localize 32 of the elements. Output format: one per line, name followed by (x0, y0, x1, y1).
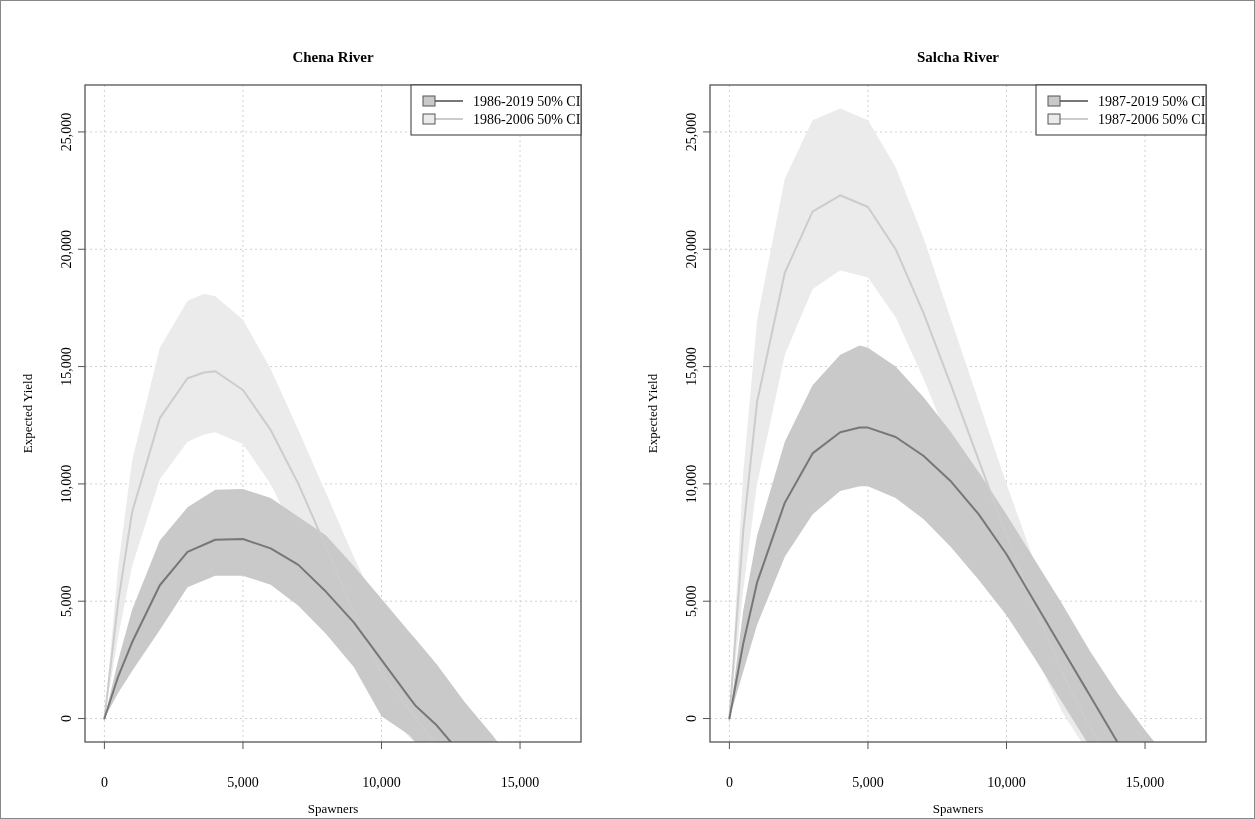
y-tick-label: 10,000 (684, 464, 699, 504)
y-tick-label: 25,000 (684, 112, 699, 152)
x-tick-label: 15,000 (500, 775, 540, 790)
line-series (728, 426, 1119, 742)
legend-label: 1987-2006 50% CI (1098, 112, 1206, 127)
chart-title: Salcha River (916, 49, 1000, 65)
x-tick-label: 0 (725, 775, 733, 790)
y-tick-label: 20,000 (59, 230, 74, 269)
y-tick-label: 15,000 (59, 347, 74, 386)
y-tick-label: 5,000 (684, 585, 699, 617)
x-tick-label: 10,000 (362, 775, 401, 790)
x-axis-title: Spawners (932, 801, 984, 816)
legend-label: 1986-2019 50% CI (473, 94, 581, 109)
y-tick-label: 0 (684, 715, 699, 723)
y-tick-label: 15,000 (684, 347, 699, 386)
legend-label: 1987-2019 50% CI (1098, 94, 1206, 109)
chart-title: Chena River (292, 49, 374, 65)
x-tick-label: 5,000 (227, 775, 259, 790)
y-axis-title: Expected Yield (20, 373, 35, 454)
y-tick-label: 0 (59, 715, 74, 723)
y-tick-label: 10,000 (59, 464, 74, 504)
y-tick-label: 5,000 (59, 585, 74, 617)
x-tick-label: 15,000 (1125, 775, 1165, 790)
y-axis-title: Expected Yield (645, 373, 660, 454)
x-tick-label: 5,000 (852, 775, 884, 790)
x-axis-title: Spawners (307, 801, 359, 816)
y-tick-label: 25,000 (59, 112, 74, 152)
legend-label: 1986-2006 50% CI (473, 112, 581, 127)
x-tick-label: 0 (100, 775, 108, 790)
y-tick-label: 20,000 (684, 230, 699, 269)
x-tick-label: 10,000 (987, 775, 1026, 790)
line-series (103, 538, 452, 742)
